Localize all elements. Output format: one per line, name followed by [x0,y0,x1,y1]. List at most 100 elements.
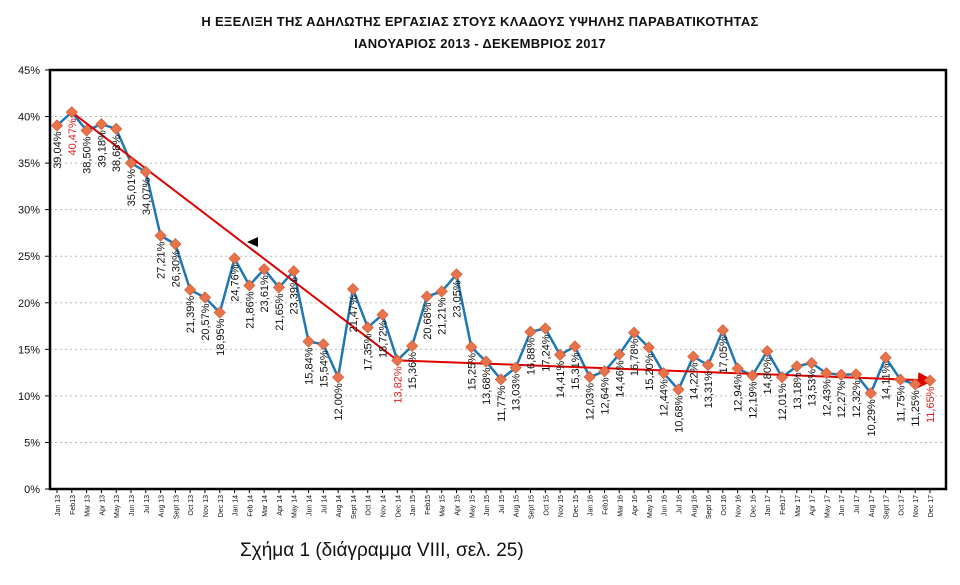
data-point [406,339,419,353]
data-label: 23,61% [259,275,271,313]
data-point [50,119,64,132]
data-label: 15,54% [318,350,330,388]
x-tick-label: Jul 14 [321,495,328,514]
data-label: 38,50% [82,136,94,174]
data-label: 12,43% [821,379,833,417]
data-point [864,387,877,400]
data-point [124,156,138,170]
data-point [805,356,818,370]
x-tick-label: Jan 17 [765,495,772,516]
data-point [465,340,478,354]
y-tick-label: 25% [18,251,40,263]
x-tick-label: Apr 13 [99,495,106,516]
x-tick-label: Oct 15 [543,495,550,516]
data-label: 16,78% [629,339,641,377]
data-label: 40,47% [67,118,79,156]
x-tick-label: Dec 13 [218,495,225,517]
x-tick-label: Sept 15 [528,495,535,519]
data-point [849,368,863,381]
data-label: 13,31% [703,371,715,409]
data-point [820,367,833,380]
data-label: 12,64% [599,377,611,415]
data-point [317,338,330,351]
data-label: 11,75% [895,385,907,422]
data-label: 39,04% [52,131,64,169]
x-tick-label: Jul 16 [676,495,683,514]
data-point [672,383,685,396]
x-tick-label: Jul 17 [854,495,861,514]
data-point [909,378,922,391]
data-label: 15,36% [407,352,419,390]
y-tick-label: 15% [18,344,40,356]
data-label: 13,18% [792,372,804,410]
x-tick-label: Apr 17 [810,495,817,516]
data-label: 35,01% [126,169,138,207]
data-label: 12,19% [747,381,759,419]
x-tick-label: Jan 13 [55,495,62,516]
x-tick-label: Jan 16 [588,495,595,516]
y-tick-label: 20% [18,298,40,310]
x-tick-label: Feb15 [425,495,432,515]
x-tick-label: Jun 16 [662,495,669,516]
data-point [272,281,286,294]
x-tick-label: Nov 15 [558,495,565,517]
y-tick-label: 45% [18,65,40,77]
x-tick-label: Aug 16 [691,495,698,517]
x-tick-label: Apr 16 [632,495,639,516]
x-tick-label: Jan 14 [233,495,240,516]
data-label: 11,65% [925,386,937,423]
data-point [642,341,655,354]
data-point [243,279,256,292]
x-tick-label: May 16 [647,495,654,518]
x-tick-label: Apr 15 [455,495,462,516]
data-label: 27,21% [156,241,168,279]
data-label: 16,88% [525,338,537,376]
x-tick-label: Jan 15 [410,495,417,516]
data-point [509,361,522,374]
data-label: 13,68% [481,367,493,405]
y-tick-label: 35% [18,158,40,170]
x-tick-label: Mar 15 [440,495,447,517]
data-point [835,368,848,381]
y-tick-label: 10% [18,391,40,403]
x-tick-label: Sept 13 [173,495,180,519]
data-label: 38,68% [111,135,123,173]
data-point [879,351,892,364]
data-label: 18,72% [378,320,390,358]
data-point [391,354,404,367]
data-label: 17,35% [363,333,375,371]
data-label: 34,07% [141,178,153,216]
data-label: 12,03% [585,383,597,421]
data-point [213,306,226,319]
data-point [598,365,611,378]
data-point [139,165,152,178]
data-point [657,367,670,380]
data-point [95,118,108,131]
data-point [287,265,300,278]
data-label: 14,22% [688,362,700,400]
x-tick-label: Jul 15 [499,495,506,514]
data-label: 10,68% [673,395,685,433]
x-tick-label: Feb 14 [247,495,254,517]
data-label: 14,80% [762,357,774,395]
data-point [790,360,803,373]
data-label: 14,41% [555,361,567,399]
data-point [346,283,360,296]
x-tick-label: Oct 13 [188,495,195,516]
data-label: 12,94% [733,374,745,412]
figure-caption: Σχήμα 1 (διάγραμμα VIII, σελ. 25) [240,540,524,561]
data-point [716,324,729,337]
data-line [56,110,931,396]
x-tick-label: Jun 14 [307,495,314,516]
data-point [154,229,167,242]
data-label: 14,11% [881,363,893,400]
x-tick-label: Nov 16 [736,495,743,517]
data-point [361,321,374,334]
x-tick-label: Mar 14 [262,495,269,517]
data-point [65,106,78,119]
data-point [923,374,937,387]
data-point [775,371,789,384]
data-point [731,362,744,375]
x-tick-label: Dec 16 [750,495,757,517]
